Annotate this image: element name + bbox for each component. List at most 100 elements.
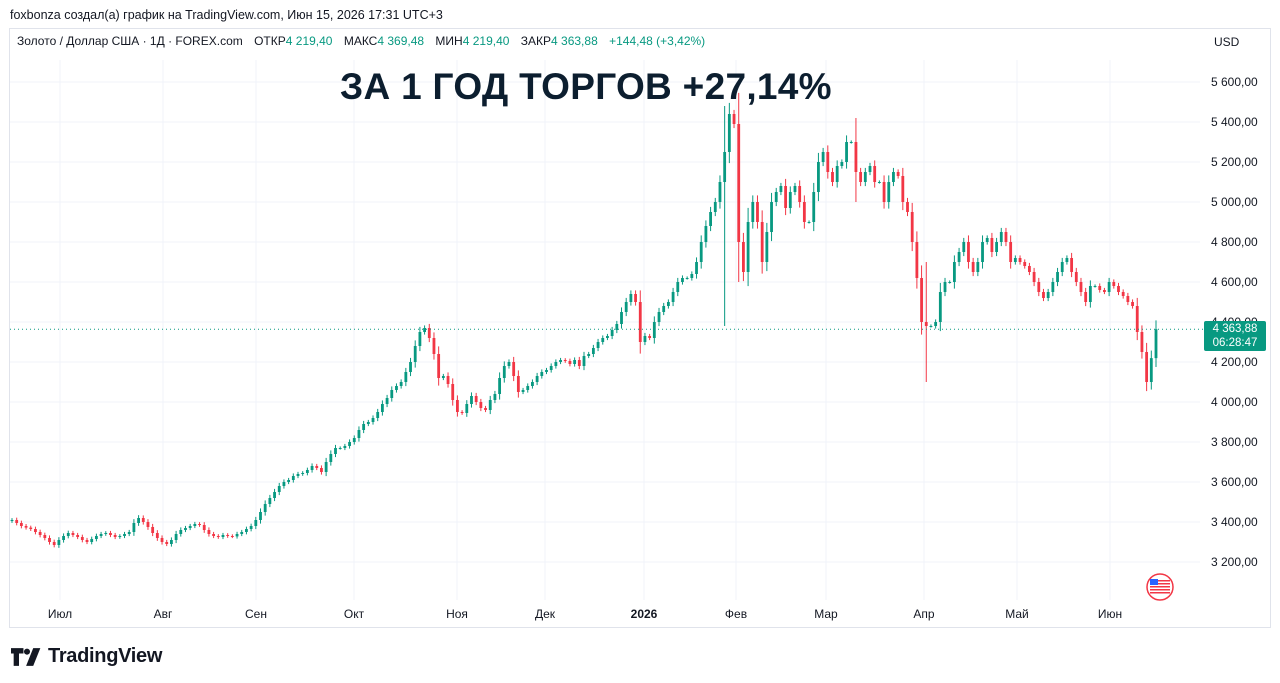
candle-body bbox=[62, 536, 65, 540]
candle-body bbox=[934, 322, 938, 326]
y-tick-label: 3 200,00 bbox=[1211, 555, 1258, 569]
candle-body bbox=[770, 202, 773, 232]
ohlc-legend: Золото / Доллар США · 1Д · FOREX.com ОТК… bbox=[17, 34, 705, 48]
candle-body bbox=[840, 162, 844, 166]
tradingview-logo-text: TradingView bbox=[48, 645, 163, 667]
candle-body bbox=[230, 536, 234, 537]
tradingview-logo[interactable]: TradingView bbox=[11, 645, 162, 668]
candle-body bbox=[887, 182, 891, 202]
candle-body bbox=[259, 512, 262, 520]
candle-body bbox=[427, 328, 431, 338]
candle-body bbox=[329, 454, 333, 462]
candle-body bbox=[441, 376, 445, 378]
candle-body bbox=[662, 306, 666, 312]
candle-body bbox=[624, 302, 628, 312]
y-tick-label: 5 000,00 bbox=[1211, 195, 1258, 209]
candle-body bbox=[999, 232, 1003, 242]
candle-body bbox=[549, 366, 553, 370]
candle-body bbox=[470, 396, 473, 404]
candle-body bbox=[1126, 296, 1130, 302]
candle-body bbox=[226, 535, 230, 536]
candle-body bbox=[746, 222, 750, 272]
y-tick-label: 4 200,00 bbox=[1211, 355, 1258, 369]
x-tick-label: Сен bbox=[245, 607, 267, 621]
candle-body bbox=[479, 402, 483, 408]
candle-body bbox=[334, 448, 337, 454]
candle-body bbox=[338, 448, 342, 449]
candle-body bbox=[591, 348, 595, 354]
candle-body bbox=[451, 384, 455, 400]
candle-body bbox=[366, 422, 370, 424]
candle-body bbox=[376, 412, 380, 418]
candle-body bbox=[1056, 272, 1059, 282]
candle-body bbox=[671, 292, 675, 302]
candle-body bbox=[1088, 286, 1092, 302]
candle-body bbox=[380, 404, 384, 412]
candle-body bbox=[877, 182, 881, 183]
candle-body bbox=[587, 354, 591, 356]
candle-body bbox=[559, 360, 562, 362]
candle-body bbox=[906, 202, 909, 212]
candle-body bbox=[118, 536, 122, 537]
candle-body bbox=[85, 540, 89, 542]
candle-body bbox=[24, 526, 28, 528]
candle-body bbox=[507, 362, 511, 366]
y-tick-label: 5 200,00 bbox=[1211, 155, 1258, 169]
candle-body bbox=[732, 114, 736, 124]
candle-body bbox=[554, 362, 558, 366]
x-tick-label: Ноя bbox=[446, 607, 468, 621]
candle-body bbox=[1084, 292, 1088, 302]
y-tick-label: 3 800,00 bbox=[1211, 435, 1258, 449]
candle-body bbox=[643, 336, 647, 342]
candle-body bbox=[788, 192, 792, 208]
candle-body bbox=[66, 533, 70, 536]
candle-body bbox=[10, 520, 14, 521]
us-flag-event-icon[interactable] bbox=[1146, 573, 1174, 601]
candle-body bbox=[127, 532, 131, 534]
candle-body bbox=[779, 186, 783, 192]
candle-body bbox=[273, 492, 276, 498]
y-tick-label: 4 600,00 bbox=[1211, 275, 1258, 289]
candle-body bbox=[652, 322, 656, 338]
candle-body bbox=[1009, 242, 1013, 262]
candle-body bbox=[170, 540, 173, 544]
candle-body bbox=[915, 242, 919, 278]
candle-body bbox=[629, 294, 633, 302]
candle-body bbox=[216, 536, 220, 537]
candle-body bbox=[784, 186, 788, 208]
candle-body bbox=[962, 242, 966, 252]
candle-body bbox=[610, 330, 614, 336]
candle-body bbox=[798, 186, 802, 202]
candle-body bbox=[938, 292, 942, 322]
candle-body bbox=[109, 533, 112, 535]
candle-body bbox=[437, 354, 441, 378]
candle-body bbox=[868, 166, 872, 172]
x-tick-label: Июн bbox=[1098, 607, 1122, 621]
candle-body bbox=[240, 532, 244, 534]
candle-body bbox=[1065, 258, 1069, 262]
candle-body bbox=[460, 412, 464, 413]
x-tick-label: Окт bbox=[344, 607, 365, 621]
candle-body bbox=[245, 529, 248, 532]
candle-body bbox=[1028, 266, 1031, 272]
x-tick-label: Фев bbox=[725, 607, 747, 621]
candle-body bbox=[634, 294, 637, 302]
candle-body bbox=[582, 356, 586, 366]
high-label: МАКС bbox=[343, 34, 378, 48]
candle-body bbox=[465, 404, 469, 413]
close-value: 4 363,88 bbox=[551, 34, 598, 48]
candle-body bbox=[404, 372, 408, 382]
candle-body bbox=[854, 142, 858, 172]
candle-body bbox=[531, 382, 534, 386]
open-value: 4 219,40 bbox=[285, 34, 333, 48]
candle-body bbox=[681, 278, 684, 282]
y-tick-label: 3 600,00 bbox=[1211, 475, 1258, 489]
candle-body bbox=[488, 400, 492, 410]
candle-body bbox=[249, 526, 253, 529]
currency-label[interactable]: USD bbox=[1214, 35, 1240, 49]
x-tick-label: Май bbox=[1005, 607, 1029, 621]
candle-body bbox=[90, 539, 94, 542]
symbol-description[interactable]: Золото / Доллар США · 1Д · FOREX.com bbox=[17, 34, 243, 48]
candle-body bbox=[235, 534, 239, 537]
